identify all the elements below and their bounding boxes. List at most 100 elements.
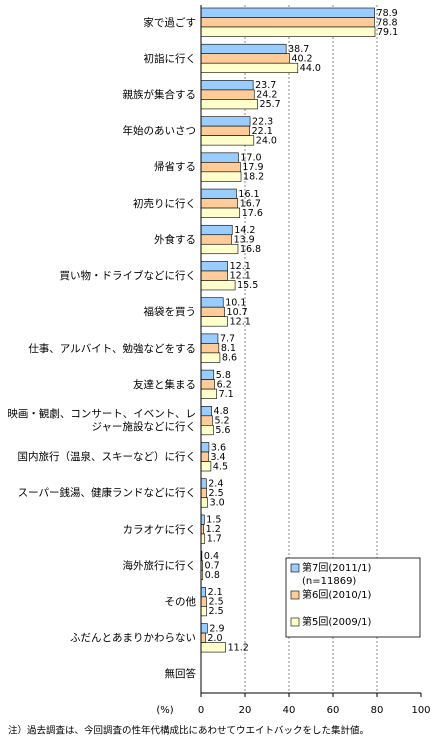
- bar: [200, 198, 239, 209]
- value-label: 7.1: [219, 389, 234, 400]
- bar: [200, 224, 233, 236]
- value-label: 12.1: [230, 261, 251, 272]
- bar: [200, 188, 237, 199]
- category-label: 初詣に行く: [143, 52, 197, 65]
- category-label: 仕事、アルバイト、勉強などをする: [28, 342, 196, 355]
- bar: [200, 369, 215, 380]
- value-label: 2.5: [209, 606, 224, 617]
- value-label: 25.7: [260, 99, 281, 110]
- value-label: 4.8: [214, 406, 229, 417]
- legend-label: 第5回(2009/1): [302, 615, 371, 628]
- legend-swatch: [290, 590, 300, 600]
- value-label: 24.0: [256, 135, 277, 146]
- category-label: 福袋を買う: [143, 306, 197, 319]
- value-label: 10.1: [225, 297, 246, 308]
- category-label: 友達と集まる: [133, 378, 196, 391]
- value-label: 22.3: [252, 116, 273, 127]
- value-label: 23.7: [255, 80, 276, 91]
- value-label: 2.9: [209, 623, 224, 634]
- bar: [200, 587, 206, 598]
- category-label: 帰省する: [154, 161, 196, 174]
- value-label: 2.5: [209, 597, 224, 608]
- value-label: 79.1: [377, 27, 398, 38]
- value-label: 18.2: [243, 172, 264, 183]
- value-label: 8.1: [221, 343, 236, 354]
- category-label: 買い物・ドライブなどに行く: [59, 270, 197, 283]
- x-tick-label: 40: [283, 705, 296, 716]
- value-label: 3.4: [210, 452, 225, 463]
- category-label: 家で過ごす: [143, 16, 196, 29]
- bar: [200, 62, 299, 74]
- bar: [200, 487, 207, 499]
- bar: [200, 316, 228, 327]
- bar: [200, 632, 206, 643]
- bar: [200, 478, 207, 489]
- value-label: 78.9: [377, 8, 398, 19]
- category-label: 年始のあいさつ: [122, 125, 197, 138]
- bar: [200, 125, 250, 136]
- value-label: 40.2: [291, 53, 312, 64]
- legend-label: 第6回(2010/1): [302, 588, 371, 601]
- bar: [200, 425, 214, 436]
- value-label: 12.1: [230, 271, 251, 282]
- value-label: 16.1: [238, 189, 259, 200]
- bar: [200, 207, 241, 218]
- bar: [200, 388, 217, 399]
- category-label: その他: [164, 595, 197, 608]
- value-label: 2.4: [208, 478, 223, 489]
- bar: [200, 162, 241, 173]
- x-tick-label: 80: [371, 705, 384, 716]
- value-label: 2.0: [207, 633, 222, 644]
- bar: [200, 451, 209, 462]
- x-tick-label: 0: [198, 705, 204, 716]
- value-label: 13.9: [234, 235, 255, 246]
- x-axis-label: (%): [156, 705, 173, 716]
- value-label: 17.0: [240, 153, 261, 164]
- value-label: 2.1: [208, 587, 223, 598]
- value-label: 1.7: [207, 534, 222, 545]
- bar: [200, 606, 207, 617]
- bar: [200, 280, 236, 291]
- bar: [200, 623, 208, 634]
- legend-note: (n=11869): [302, 576, 356, 587]
- bar: [200, 116, 251, 127]
- bar: [200, 171, 242, 182]
- value-label: 24.2: [256, 90, 277, 101]
- footnote: 注）過去調査は、今回調査の性年代構成比にあわせてウエイトバックをした集計値。: [8, 725, 369, 737]
- value-label: 7.7: [220, 334, 235, 345]
- x-tick-label: 20: [239, 705, 252, 716]
- legend-box: [285, 557, 421, 638]
- category-label: 海外旅行に行く: [122, 559, 197, 572]
- category-label: 外食する: [154, 233, 196, 246]
- value-label: 2.5: [209, 488, 224, 499]
- bar: [200, 297, 224, 308]
- bar: [200, 497, 208, 508]
- value-label: 22.1: [252, 126, 273, 137]
- value-label: 1.5: [206, 515, 221, 526]
- bar: [200, 43, 287, 55]
- category-label: スーパー銭湯、健康ランドなどに行く: [17, 487, 196, 500]
- category-label: 初売りに行く: [133, 197, 196, 210]
- value-label: 1.2: [206, 524, 221, 535]
- category-label: 無回答: [164, 668, 197, 681]
- value-label: 14.2: [234, 225, 255, 236]
- value-label: 4.5: [213, 461, 228, 472]
- value-label: 0.7: [205, 560, 220, 571]
- x-tick-label: 60: [327, 705, 340, 716]
- value-label: 10.7: [227, 307, 248, 318]
- bar: [200, 533, 206, 544]
- category-label: 国内旅行（温泉、スキーなど）に行く: [17, 451, 197, 464]
- value-label: 0.8: [205, 570, 220, 581]
- bar: [200, 80, 254, 91]
- bar: [200, 642, 226, 653]
- bar: [200, 89, 255, 100]
- value-label: 6.2: [217, 379, 232, 390]
- bar: [200, 270, 228, 281]
- value-label: 17.9: [242, 162, 263, 173]
- bar: [200, 442, 210, 453]
- value-label: 38.7: [288, 44, 309, 55]
- bar: [200, 26, 376, 37]
- value-label: 5.6: [215, 425, 230, 436]
